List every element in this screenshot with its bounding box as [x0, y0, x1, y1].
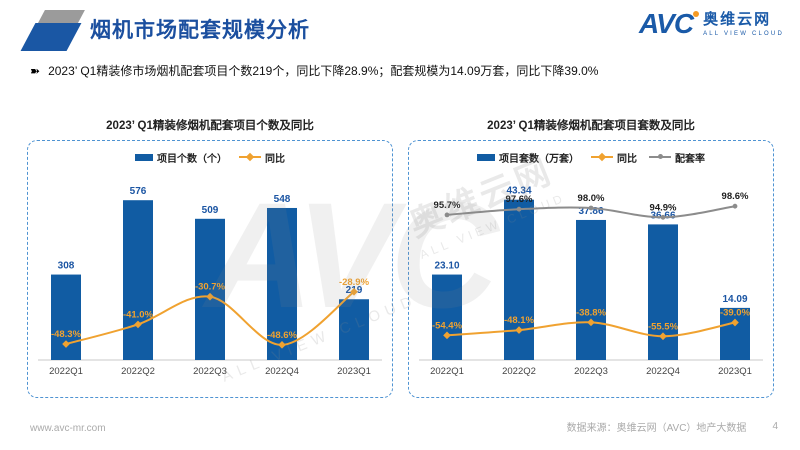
bar-value-label: 14.09 — [722, 294, 747, 305]
legend-line-swatch-icon — [591, 152, 613, 161]
bar-value-label: 576 — [130, 186, 147, 197]
line-marker-dot — [588, 205, 594, 211]
bar-value-label: 308 — [58, 261, 75, 272]
legend-label: 同比 — [617, 153, 637, 165]
line-value-label: -48.1% — [504, 315, 535, 326]
chart-title-count: 2023’ Q1精装修烟机配套项目个数及同比 — [106, 120, 314, 132]
legend-item: 项目个数（个） — [135, 150, 227, 165]
line-value-label: -38.8% — [576, 307, 607, 318]
bar-value-label: 509 — [202, 205, 219, 216]
line-value-label: -48.6% — [267, 330, 298, 341]
bar-line-chart-volume: 2022Q1 2022Q2 2022Q3 2022Q4 2023Q1 23.10 43.34… — [419, 186, 763, 377]
x-tick-label: 2022Q3 — [193, 366, 227, 377]
legend: 项目套数（万套） 同比 配套率 — [409, 148, 773, 166]
legend-item: 项目套数（万套） — [477, 150, 579, 165]
bar-line-chart-count: 2022Q1 2022Q2 2022Q3 2022Q4 2023Q1 308 576 509 5… — [38, 186, 382, 377]
x-tick-label: 2022Q1 — [49, 366, 83, 377]
line-value-label: -30.7% — [195, 282, 226, 293]
legend-diamond-icon — [245, 152, 255, 161]
bar — [432, 274, 462, 360]
line-marker-diamond — [515, 326, 523, 334]
parallelogram-blue — [20, 23, 82, 51]
line-marker-dot — [516, 206, 522, 212]
data-source: 数据来源：奥维云网（AVC）地产大数据 — [566, 423, 747, 434]
brand-name-cn: 奥维云网 — [703, 11, 772, 28]
bar — [720, 307, 750, 360]
legend-label: 配套率 — [675, 153, 705, 165]
bar-value-label: 37.86 — [578, 206, 603, 217]
line-value-label: 94.9% — [650, 202, 677, 213]
website-url: www.avc-mr.com — [30, 423, 106, 434]
line-value-label: 98.0% — [578, 193, 605, 204]
avc-orange-dot-icon — [693, 11, 700, 17]
line-value-label: -54.4% — [432, 320, 463, 331]
x-tick-label: 2023Q1 — [718, 366, 752, 377]
x-tick-label: 2022Q1 — [430, 366, 464, 377]
legend-bar-swatch-icon — [135, 153, 153, 161]
bar — [123, 200, 153, 360]
bar-value-label: 43.34 — [506, 186, 531, 197]
line-marker-dot — [444, 212, 450, 218]
x-tick-label: 2022Q2 — [121, 366, 155, 377]
brand-name-en: ALL VIEW CLOUD — [703, 30, 784, 37]
legend-dot-icon — [657, 154, 663, 159]
line-value-label: -48.3% — [51, 329, 82, 340]
line-value-label: -41.0% — [123, 309, 154, 320]
legend-item: 同比 — [239, 150, 285, 165]
bar — [267, 207, 297, 360]
chart-panel-volume: 项目套数（万套） 同比 配套率 2022Q1 2022Q2 2022Q3 2022Q4 20… — [408, 140, 774, 398]
page-number: 4 — [772, 421, 778, 432]
x-tick-label: 2022Q4 — [646, 366, 680, 377]
line-value-label: 98.6% — [722, 191, 749, 202]
bar-value-label: 23.10 — [434, 261, 459, 272]
legend-bar-swatch-icon — [477, 153, 495, 161]
x-tick-label: 2022Q2 — [502, 366, 536, 377]
line-marker-diamond — [443, 331, 451, 340]
legend-line-swatch-icon — [649, 154, 671, 159]
line-marker-diamond — [62, 340, 70, 348]
avc-logo: AVC 奥维云网 ALL VIEW CLOUD — [639, 10, 784, 38]
bar — [195, 218, 225, 360]
line-marker-dot — [732, 203, 738, 209]
x-tick-label: 2022Q4 — [265, 366, 299, 377]
avc-logo-mark: AVC — [639, 10, 700, 38]
x-tick-label: 2022Q3 — [574, 366, 608, 377]
page-title: 烟机市场配套规模分析 — [90, 19, 310, 42]
line-marker-diamond — [659, 332, 667, 341]
legend-label: 同比 — [265, 153, 285, 165]
bar — [339, 299, 369, 360]
slide-corner-logo — [16, 6, 85, 52]
line-marker-dot — [660, 214, 666, 220]
chart-panel-count: 项目个数（个） 同比 2022Q1 2022Q2 2022Q3 2022Q4 2023Q1… — [27, 140, 393, 398]
legend-label: 项目个数（个） — [157, 153, 227, 165]
bar — [576, 219, 606, 360]
line-marker-diamond — [350, 287, 358, 296]
line-value-label: -28.9% — [339, 277, 370, 288]
line-value-label: -55.5% — [648, 321, 679, 332]
bar — [504, 199, 534, 360]
bar-value-label: 548 — [274, 194, 291, 205]
chart-title-volume: 2023’ Q1精装修烟机配套项目套数及同比 — [487, 120, 695, 132]
line-value-label: -39.0% — [720, 308, 751, 319]
x-tick-label: 2023Q1 — [337, 366, 371, 377]
line-value-label: 97.6% — [506, 194, 533, 205]
legend-item: 同比 — [591, 150, 637, 165]
legend-line-swatch-icon — [239, 152, 261, 161]
arrow-bullet-icon: ➽ — [30, 64, 41, 78]
summary-text: 2023’ Q1精装修市场烟机配套项目个数219个，同比下降28.9%；配套规模… — [48, 64, 599, 78]
line-marker-diamond — [731, 318, 739, 327]
legend: 项目个数（个） 同比 — [28, 148, 392, 166]
legend-item: 配套率 — [649, 150, 705, 165]
summary-line: ➽ 2023’ Q1精装修市场烟机配套项目个数219个，同比下降28.9%；配套规… — [30, 62, 770, 79]
line-value-label: 95.7% — [434, 200, 461, 211]
line-marker-diamond — [134, 320, 142, 329]
line-marker-diamond — [587, 318, 595, 327]
legend-label: 项目套数（万套） — [499, 153, 579, 165]
legend-diamond-icon — [597, 152, 607, 161]
